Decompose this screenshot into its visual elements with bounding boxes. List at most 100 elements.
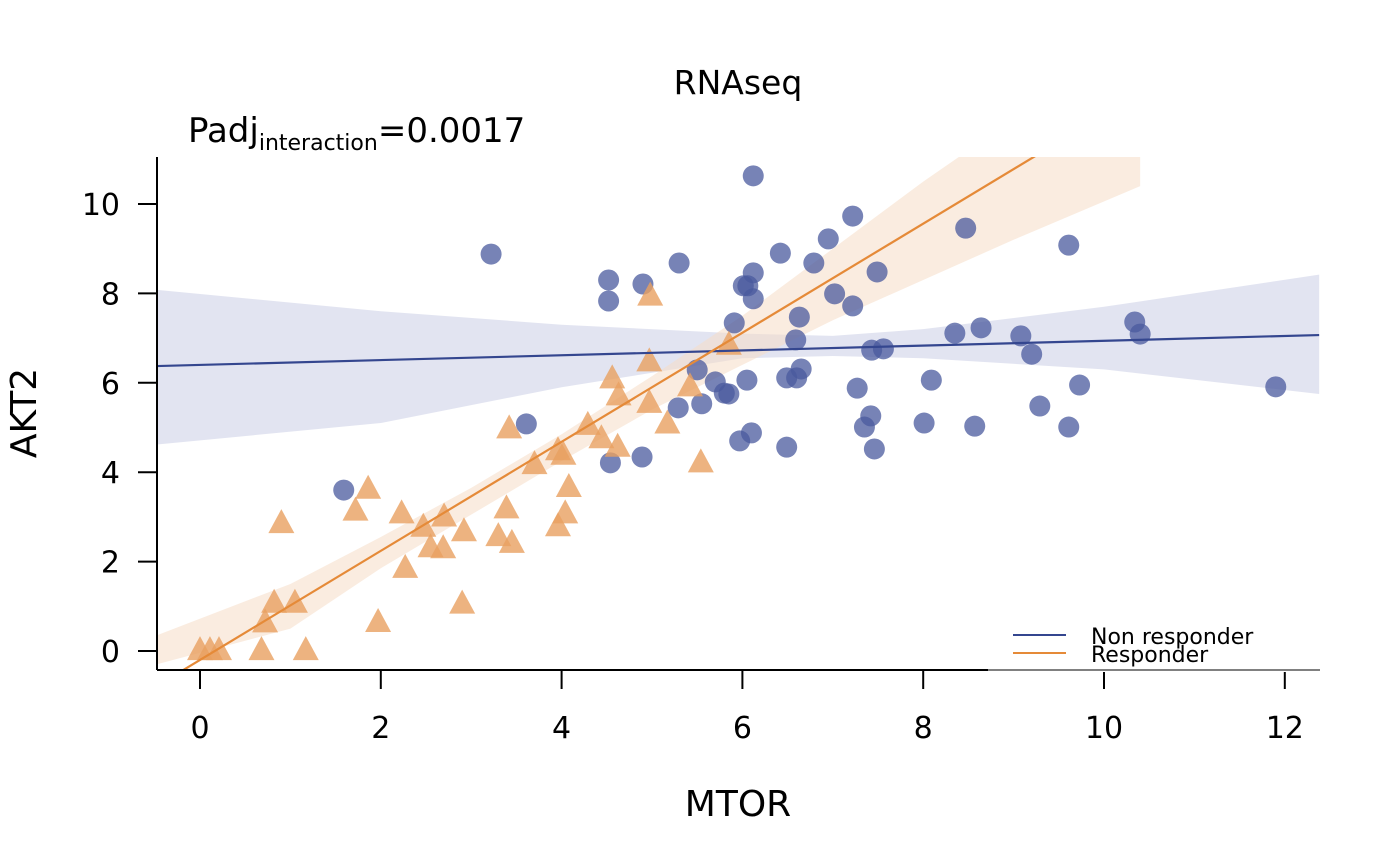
responder-point [496, 414, 523, 439]
responder-point [248, 636, 275, 661]
non-responder-point [824, 283, 846, 305]
non-responder-point [913, 412, 935, 434]
responder-point [498, 528, 525, 553]
non-responder-point [729, 430, 751, 452]
non-responder-point [598, 290, 620, 312]
y-tick-label: 2 [101, 546, 120, 581]
y-tick-label: 6 [101, 367, 120, 402]
responder-point [654, 409, 681, 434]
y-tick-label: 4 [101, 456, 120, 491]
responder-point [687, 448, 714, 473]
legend-label-responder: Responder [1091, 643, 1209, 668]
responder-fit-line [181, 157, 1036, 670]
non-responder-point [817, 228, 839, 250]
non-responder-point [1029, 395, 1051, 417]
responder-point [430, 534, 457, 559]
non-responder-point [686, 359, 708, 381]
responder-point [292, 636, 319, 661]
responder-point [261, 588, 288, 613]
non-responder-point [1010, 325, 1032, 347]
non-responder-point [872, 338, 894, 360]
annotation-main: Padj [188, 111, 259, 151]
chart-title: RNAseq [674, 63, 803, 102]
responder-point [493, 494, 520, 519]
responder-point [521, 450, 548, 475]
non-responder-point [786, 367, 808, 389]
responder-point [392, 553, 419, 578]
responder-point [388, 499, 415, 524]
non-responder-point [598, 269, 620, 291]
responder-point [637, 281, 664, 306]
responder-point [676, 372, 703, 397]
non-responder-point [970, 317, 992, 339]
non-responder-point [842, 205, 864, 227]
non-responder-point [333, 479, 355, 501]
x-tick-label: 0 [190, 711, 209, 746]
responder-point [636, 347, 663, 372]
annotation-subscript: interaction [259, 131, 378, 156]
y-ticks: 0 2 4 6 8 10 [82, 188, 157, 670]
responder-point [588, 424, 615, 449]
non-responder-point [742, 288, 764, 310]
annotation-value: =0.0017 [378, 111, 525, 151]
non-responder-point [1058, 234, 1080, 256]
non-responder-confidence-band [157, 274, 1320, 445]
regression-lines [157, 157, 1320, 670]
non-responder-point [920, 369, 942, 391]
x-axis-title: MTOR [685, 784, 791, 825]
non-responder-point [964, 415, 986, 437]
non-responder-point [723, 312, 745, 334]
legend-label-non-responder: Non responder [1091, 625, 1254, 650]
y-axis-title: AKT2 [4, 368, 45, 458]
x-tick-label: 6 [733, 711, 752, 746]
non-responder-point [742, 165, 764, 187]
non-responder-point [955, 217, 977, 239]
responder-point [355, 474, 382, 499]
non-responder-point [776, 436, 798, 458]
non-responder-point [863, 438, 885, 460]
y-tick-label: 8 [101, 277, 120, 312]
non-responder-point [631, 446, 653, 468]
non-responder-point [668, 252, 690, 274]
non-responder-point [736, 369, 758, 391]
non-responder-point [853, 416, 875, 438]
non-responder-fit-line [157, 333, 1320, 368]
responder-point [485, 522, 512, 547]
non-responder-points [333, 165, 1287, 501]
non-responder-point [515, 413, 537, 435]
responder-point [268, 509, 295, 534]
non-responder-point [1129, 323, 1151, 345]
responder-point [604, 432, 631, 457]
x-tick-label: 2 [371, 711, 390, 746]
responder-point [431, 502, 458, 527]
non-responder-point [944, 322, 966, 344]
legend: Non responder Responder [988, 625, 1321, 672]
y-tick-label: 0 [101, 635, 120, 670]
non-responder-point [842, 295, 864, 317]
x-tick-label: 10 [1085, 711, 1123, 746]
non-responder-point [599, 452, 621, 474]
responder-point [555, 472, 582, 497]
responder-point [715, 330, 742, 355]
responder-point [450, 517, 477, 542]
non-responder-point [718, 383, 740, 405]
non-responder-point [785, 329, 807, 351]
x-ticks: 0 2 4 6 8 10 12 [190, 670, 1304, 746]
confidence-bands [157, 157, 1320, 665]
non-responder-point [1265, 376, 1287, 398]
responder-point [342, 496, 369, 521]
x-tick-label: 8 [914, 711, 933, 746]
responder-point [636, 388, 663, 413]
responder-point [550, 440, 577, 465]
non-responder-point [1021, 343, 1043, 365]
y-tick-label: 10 [82, 188, 120, 223]
padj-annotation: Padjinteraction=0.0017 [188, 111, 525, 156]
non-responder-point [803, 252, 825, 274]
non-responder-point [866, 261, 888, 283]
responder-point [605, 381, 632, 406]
non-responder-point [1058, 416, 1080, 438]
non-responder-point [1069, 374, 1091, 396]
non-responder-point [846, 377, 868, 399]
non-responder-point [480, 243, 502, 265]
